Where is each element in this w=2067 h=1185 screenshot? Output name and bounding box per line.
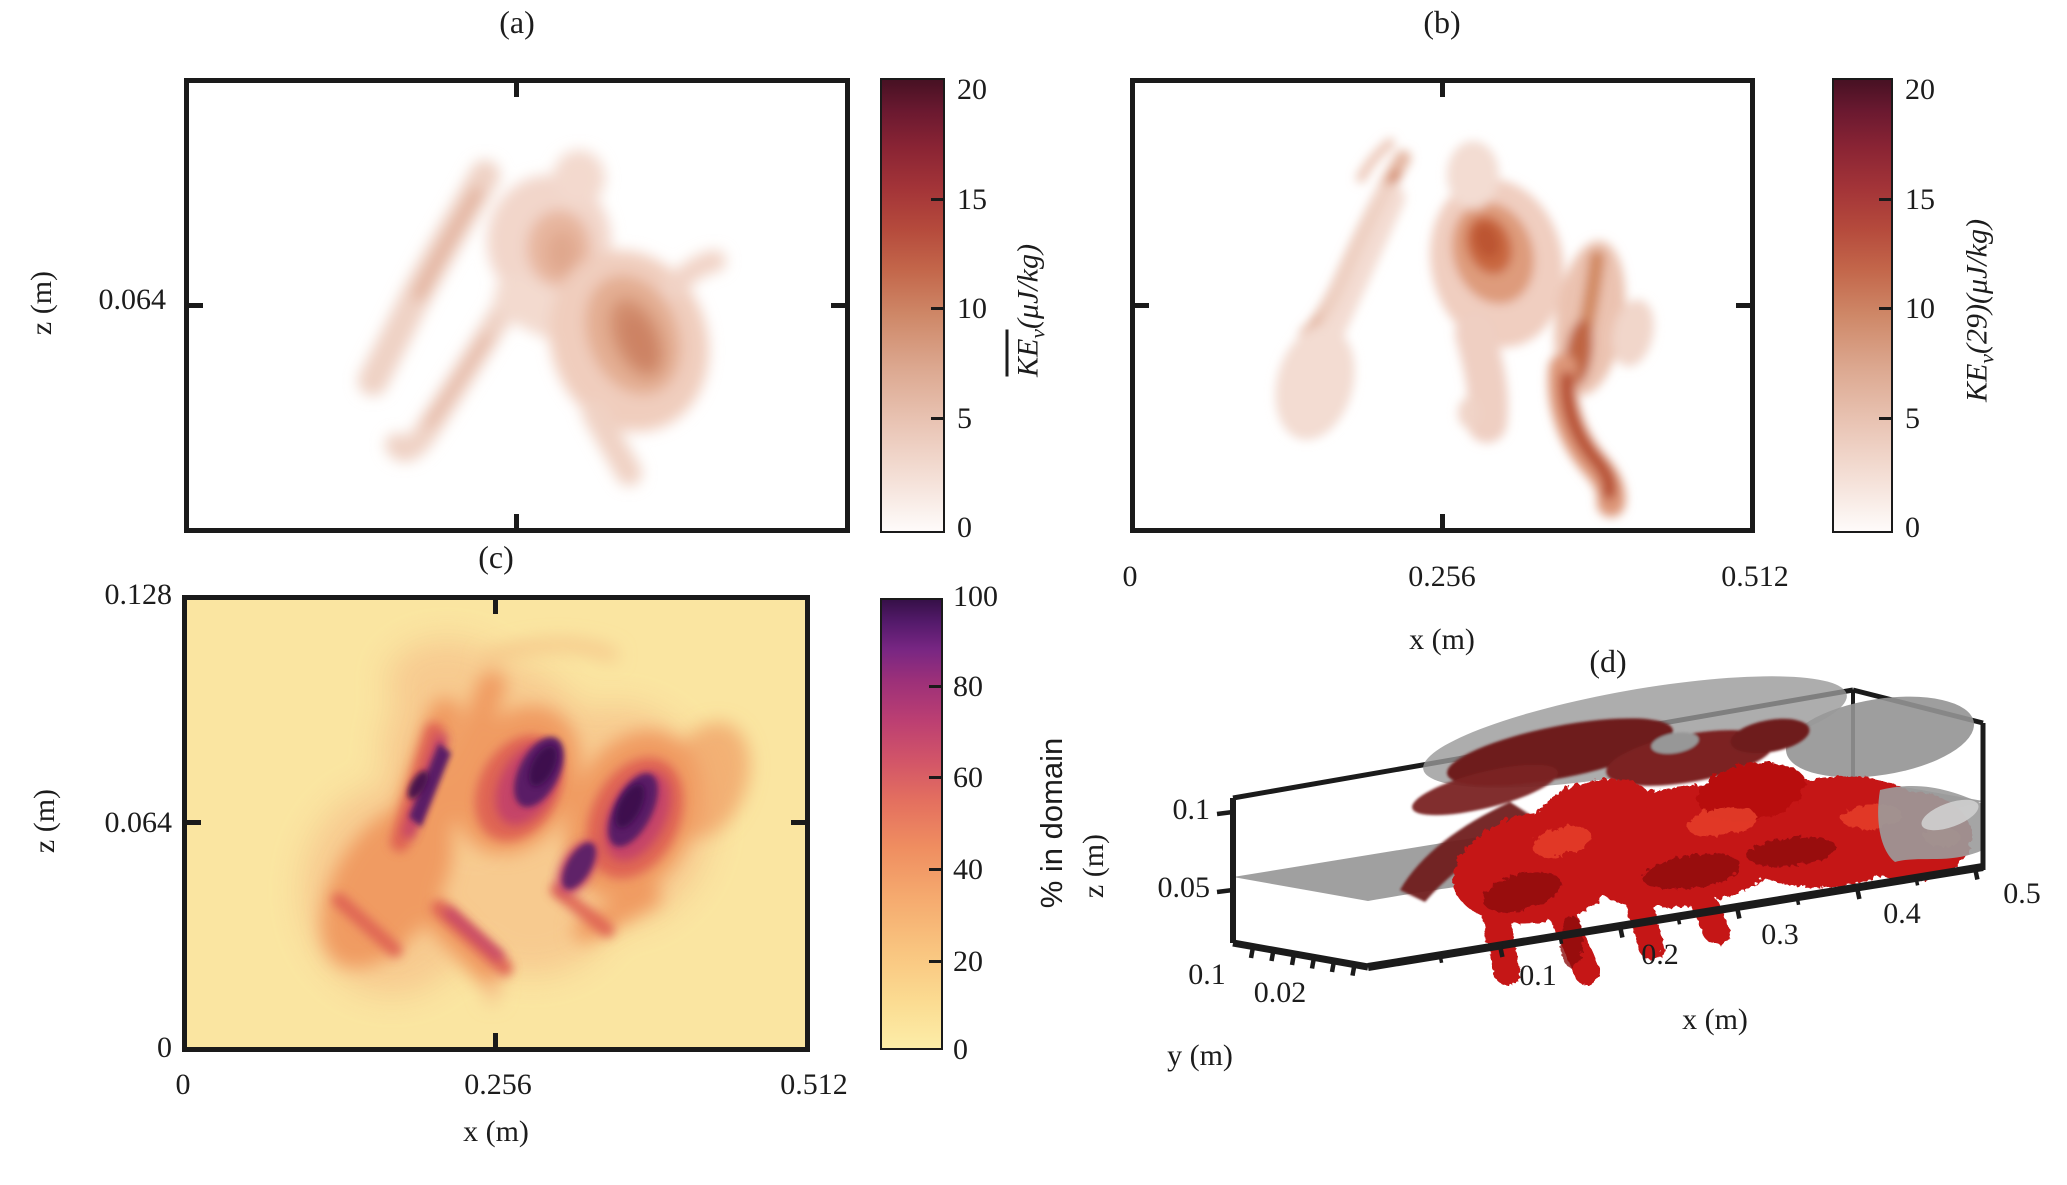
panel-a-cbar-tick-10 <box>931 307 943 310</box>
panel-b-title: (b) <box>1423 4 1461 40</box>
panel-a-cbar-label-0: 0 <box>957 511 972 544</box>
panel-d-ylabel: y (m) <box>1167 1039 1233 1072</box>
panel-b-xtick-256: 0.256 <box>1408 560 1476 593</box>
panel-a-field <box>358 150 726 486</box>
panel-c-xtick-256: 0.256 <box>464 1068 532 1101</box>
panel-b-cbar-tick-15 <box>1879 198 1891 201</box>
panel-a-cbar-tick-5 <box>931 417 943 420</box>
axis-ticks-3d <box>1216 809 1980 977</box>
panel-b-tick-top <box>1440 83 1445 97</box>
gray-right-surface <box>1878 785 1983 862</box>
panel-d-ytick-01: 0.1 <box>1188 958 1226 991</box>
panel-c-cbar-tick-60 <box>929 776 941 779</box>
panel-b-cbar-tick-10 <box>1879 307 1891 310</box>
panel-a-cbar-title: KEv(μJ/kg) <box>1005 101 1054 521</box>
panel-c-cbar-label-0: 0 <box>953 1033 968 1066</box>
panel-b-cbar-label-5: 5 <box>1905 402 1920 435</box>
panel-a-cbar-title-units: (μJ/kg) <box>1011 244 1045 330</box>
panel-b-tick-right <box>1736 303 1750 308</box>
panel-a-ytick: 0.064 <box>98 283 167 316</box>
panel-b-cbar-label-0: 0 <box>1905 511 1920 544</box>
panel-b-cbar-label-20: 20 <box>1905 73 1935 106</box>
panel-b-cbar-label-15: 15 <box>1905 183 1935 216</box>
panel-b-xlabel: x (m) <box>1409 623 1475 656</box>
panel-d-xtick-02: 0.2 <box>1641 938 1679 971</box>
panel-a-cbar-tick-15 <box>931 198 943 201</box>
panel-b-field <box>1275 138 1654 517</box>
panel-c-cbar-label-40: 40 <box>953 853 983 886</box>
panel-c-colorbar <box>880 598 943 1050</box>
panel-d-xlabel: x (m) <box>1682 1003 1748 1036</box>
panel-c-axes <box>182 595 810 1052</box>
panel-b-cbar-tick-5 <box>1879 417 1891 420</box>
panel-a-axes <box>184 78 850 533</box>
panel-c-cbar-label-20: 20 <box>953 945 983 978</box>
panel-c-tick-left <box>187 820 201 825</box>
panel-b-axes <box>1130 78 1755 533</box>
panel-c-xtick-512: 0.512 <box>780 1068 848 1101</box>
panel-b-cbar-title: KEv(29)(μJ/kg) <box>1960 81 2003 541</box>
panel-a-colorbar <box>880 78 945 533</box>
panel-c-cbar-tick-20 <box>929 960 941 963</box>
panel-d-xtick-03: 0.3 <box>1761 918 1799 951</box>
panel-c-ytick-0: 0 <box>157 1031 172 1064</box>
panel-c-ylabel: z (m) <box>28 788 61 854</box>
panel-b-xtick-0: 0 <box>1122 560 1138 593</box>
panel-a-cbar-title-symbol: KEv <box>1005 329 1050 377</box>
panel-c-cbar-label-80: 80 <box>953 670 983 703</box>
panel-c-title: (c) <box>478 539 514 575</box>
panel-a-cbar-label-15: 15 <box>957 183 987 216</box>
panel-b-cbar-title-units: (29)(μJ/kg) <box>1960 219 1994 355</box>
panel-a-tick-bottom <box>514 514 519 528</box>
panel-d-xtick-01: 0.1 <box>1519 959 1557 992</box>
box-front-edges <box>1230 723 1986 971</box>
panel-d-ytick-002: 0.02 <box>1253 976 1307 1009</box>
panel-a-cbar-label-20: 20 <box>957 73 987 106</box>
panel-c-cbar-title: % in domain <box>1034 737 1069 909</box>
panel-d-ztick-01: 0.1 <box>1172 793 1211 826</box>
panel-a-tick-left <box>189 303 203 308</box>
panel-c-ytick-128: 0.128 <box>104 578 173 611</box>
panel-d-xtick-04: 0.4 <box>1883 897 1921 930</box>
panel-a-tick-right <box>831 303 845 308</box>
panel-c-tick-right <box>791 820 805 825</box>
panel-d-xtick-05: 0.5 <box>2003 877 2041 910</box>
panel-d-ztick-005: 0.05 <box>1157 871 1211 904</box>
panel-c-ytick-064: 0.064 <box>104 806 173 839</box>
panel-b-xtick-512: 0.512 <box>1721 560 1789 593</box>
panel-b-colorbar <box>1832 78 1893 533</box>
panel-b-tick-left <box>1135 303 1149 308</box>
panel-c-cbar-label-100: 100 <box>953 580 998 613</box>
panel-a-cbar-label-10: 10 <box>957 292 987 325</box>
panel-c-tick-top <box>493 600 498 614</box>
panel-b-cbar-label-10: 10 <box>1905 292 1935 325</box>
panel-a-ylabel: z (m) <box>25 270 58 336</box>
panel-a-title: (a) <box>499 4 535 40</box>
panel-d-zlabel: z (m) <box>1077 833 1110 899</box>
panel-b-cbar-title-symbol: KEv <box>1960 354 1999 402</box>
panel-b-tick-bottom <box>1440 514 1445 528</box>
panel-d-3d-plot <box>1216 676 1986 983</box>
panel-a-cbar-label-5: 5 <box>957 402 972 435</box>
panel-c-field <box>302 639 750 1004</box>
panel-c-tick-bottom <box>493 1033 498 1047</box>
panel-a-tick-top <box>514 83 519 97</box>
panel-d-title: (d) <box>1589 643 1627 679</box>
panel-c-cbar-tick-80 <box>929 685 941 688</box>
panel-c-xlabel: x (m) <box>463 1115 529 1148</box>
panel-c-cbar-tick-40 <box>929 868 941 871</box>
panel-c-xtick-0: 0 <box>175 1068 191 1101</box>
panel-c-cbar-label-60: 60 <box>953 761 983 794</box>
